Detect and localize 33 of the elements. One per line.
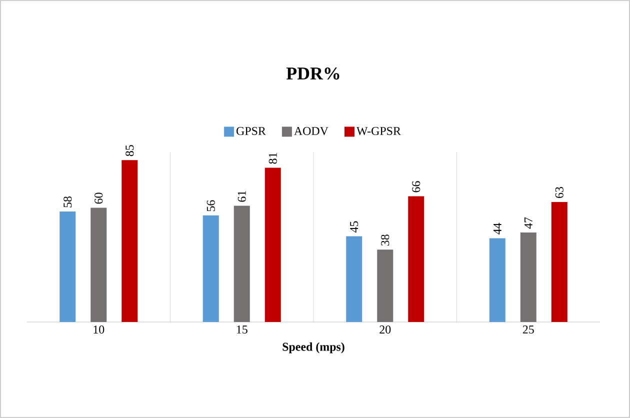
data-label: 61 — [238, 191, 246, 202]
data-label: 60 — [94, 192, 103, 204]
chart-title: PDR% — [286, 67, 340, 80]
data-label: 56 — [206, 200, 215, 212]
bar — [202, 215, 219, 322]
data-label: 58 — [64, 196, 72, 208]
data-label: 45 — [350, 221, 358, 233]
bar — [520, 232, 536, 322]
data-label: 38 — [381, 234, 390, 246]
x-tick-label: 25 — [522, 326, 534, 334]
bar — [489, 238, 506, 322]
x-tick-label: 20 — [380, 326, 391, 334]
legend-label: W-GPSR — [356, 126, 401, 136]
x-axis-title: Speed (mps) — [282, 342, 344, 354]
legend-label: AODV — [294, 126, 328, 136]
data-label: 66 — [412, 181, 420, 192]
data-label: 63 — [555, 186, 564, 198]
legend-label: GPSR — [236, 126, 266, 136]
x-tick-label: 10 — [94, 326, 104, 334]
data-label: 44 — [493, 222, 502, 234]
data-label: 85 — [126, 145, 134, 156]
bar — [122, 160, 138, 322]
bar — [90, 208, 107, 322]
x-tick-label: 15 — [236, 326, 248, 334]
bar — [264, 168, 281, 322]
data-label: 47 — [524, 217, 532, 229]
bar — [60, 212, 76, 322]
bar — [408, 196, 424, 322]
bar — [234, 206, 250, 322]
bar — [377, 250, 394, 322]
bar — [551, 202, 568, 322]
data-label: 81 — [268, 152, 277, 164]
bar — [346, 236, 362, 322]
